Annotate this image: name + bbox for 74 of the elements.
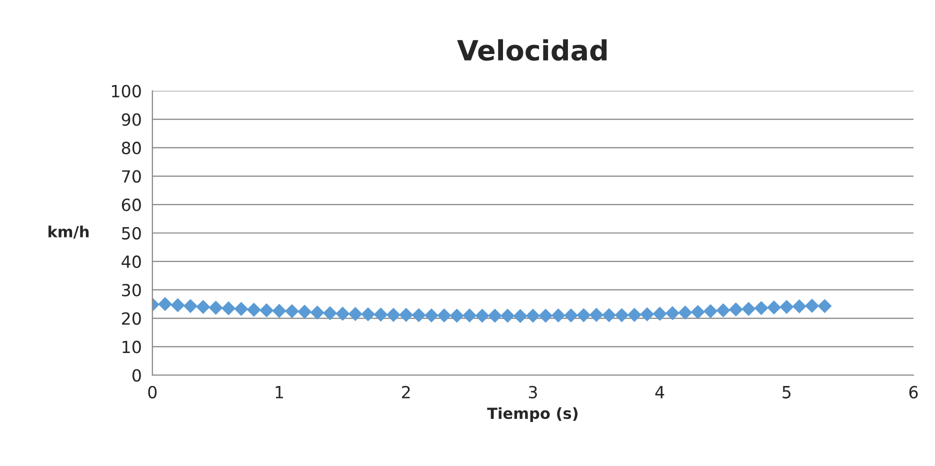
point	[589, 308, 604, 322]
point	[767, 300, 781, 314]
point	[551, 308, 566, 322]
point	[298, 304, 312, 319]
point	[412, 308, 426, 322]
point	[348, 307, 362, 321]
point	[475, 308, 490, 323]
y-tick-label: 70	[122, 170, 141, 183]
y-tick-label: 90	[122, 113, 141, 126]
point	[488, 308, 502, 323]
point	[336, 306, 350, 321]
point	[374, 308, 388, 322]
point	[208, 300, 223, 315]
point	[272, 304, 286, 318]
point	[399, 308, 414, 322]
x-axis-title: Tiempo (s)	[487, 407, 578, 422]
point	[424, 308, 438, 322]
x-tick-label: 0	[148, 386, 157, 398]
point	[196, 300, 210, 314]
point	[728, 302, 743, 316]
point	[666, 306, 680, 320]
point	[640, 307, 654, 322]
point	[792, 299, 806, 314]
y-tick-label: 20	[122, 312, 141, 325]
point	[805, 298, 819, 313]
point	[704, 304, 718, 318]
point	[576, 308, 591, 322]
point	[652, 306, 667, 321]
point	[564, 308, 578, 322]
point	[285, 304, 299, 318]
y-tick-label: 100	[112, 84, 141, 98]
point	[678, 306, 692, 320]
y-tick-label: 50	[122, 226, 141, 240]
point	[500, 308, 515, 323]
point	[716, 303, 730, 318]
y-tick-label: 80	[122, 142, 141, 154]
y-tick-label: 40	[122, 255, 141, 268]
y-axis-title: km/h	[48, 226, 89, 239]
point	[437, 308, 452, 322]
point	[780, 300, 794, 314]
point	[310, 306, 324, 320]
point	[602, 308, 616, 322]
point	[170, 298, 185, 312]
y-tick-label: 0	[132, 369, 141, 382]
y-tick-label: 60	[122, 198, 141, 212]
point	[818, 299, 832, 313]
point	[754, 301, 768, 315]
point	[222, 301, 236, 316]
point	[462, 308, 476, 322]
point	[690, 305, 705, 319]
point	[742, 302, 756, 316]
point	[323, 306, 337, 320]
point	[538, 308, 553, 323]
point	[450, 308, 464, 323]
point	[526, 308, 540, 323]
point	[386, 308, 400, 322]
point	[260, 303, 274, 318]
point	[513, 309, 528, 323]
point	[184, 299, 198, 313]
chart-title: Velocidad	[457, 39, 607, 61]
point	[361, 307, 375, 322]
point	[614, 308, 629, 322]
point	[234, 302, 248, 316]
x-tick-label: 3	[528, 386, 537, 398]
point	[158, 297, 172, 312]
x-tick-label: 1	[276, 386, 284, 398]
x-tick-label: 2	[402, 386, 410, 398]
y-tick-label: 30	[122, 284, 141, 296]
point	[246, 302, 261, 317]
x-tick-label: 5	[782, 386, 790, 398]
y-tick-label: 10	[122, 340, 141, 354]
x-tick-label: 4	[655, 386, 664, 398]
x-tick-label: 6	[909, 386, 918, 398]
point	[627, 308, 642, 322]
